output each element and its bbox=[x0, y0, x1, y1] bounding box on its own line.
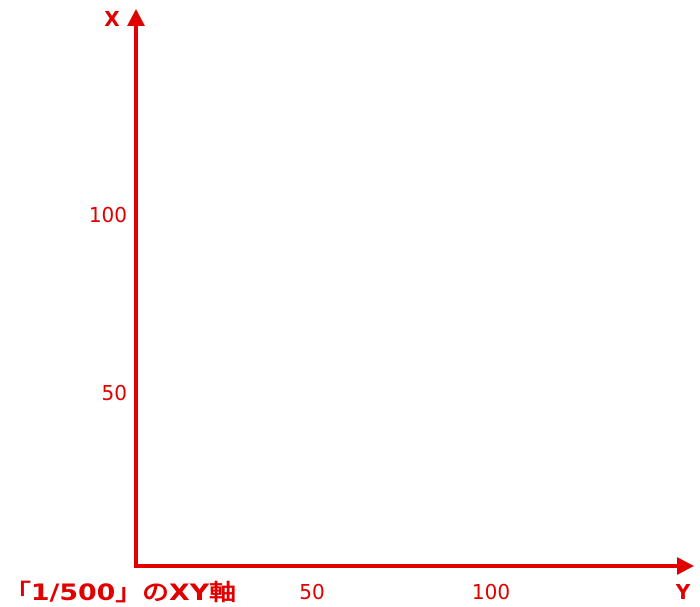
y-axis-tick-label-50: 50 bbox=[299, 580, 324, 604]
x-axis-tick-label-100: 100 bbox=[89, 203, 127, 227]
y-axis-name: Y bbox=[675, 580, 691, 604]
x-axis-name: X bbox=[104, 7, 120, 31]
y-axis-tick-label-100: 100 bbox=[472, 580, 510, 604]
figure-caption: 「1/500」のXY軸 bbox=[4, 580, 236, 606]
x-axis-arrowhead bbox=[127, 9, 145, 26]
y-axis-arrowhead bbox=[677, 557, 694, 575]
x-axis-tick-label-50: 50 bbox=[102, 381, 127, 405]
